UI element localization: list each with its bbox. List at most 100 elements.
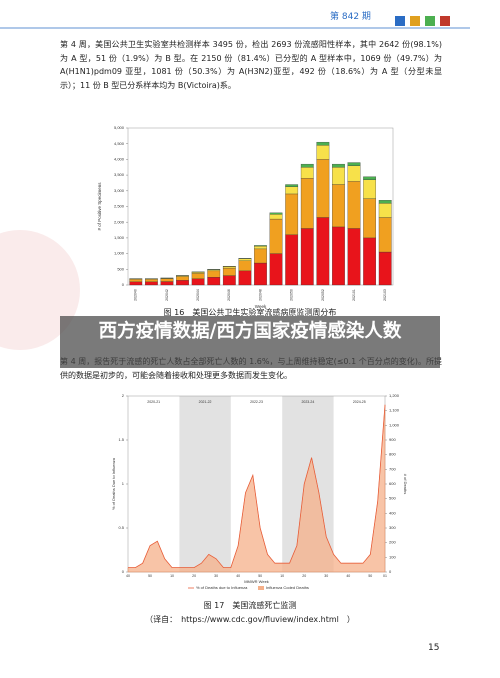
- bar-segment: [144, 281, 158, 286]
- bar-segment: [269, 218, 283, 254]
- x-tick-label: 50: [148, 574, 152, 578]
- x-tick-label: 50: [258, 574, 262, 578]
- y-tick-label: 0.5: [118, 525, 124, 530]
- bar-segment: [332, 226, 345, 286]
- bar-segment: [176, 280, 189, 286]
- y2-axis-label: # of Deaths: [403, 474, 408, 494]
- bar-segment: [176, 276, 189, 281]
- bar-segment: [207, 276, 221, 286]
- bar-segment: [160, 281, 174, 286]
- y-tick-label: 5,000: [114, 125, 125, 130]
- x-tick-label: 202044: [196, 289, 200, 301]
- bar-segment: [363, 179, 377, 199]
- y-tick-label: 1,200: [389, 393, 400, 398]
- y-tick-label: 1.5: [118, 437, 124, 442]
- bar-segment: [254, 245, 267, 250]
- bar-segment: [363, 237, 377, 286]
- y-tick-label: 0: [122, 569, 125, 574]
- decoration: [0, 230, 80, 350]
- line: [128, 404, 386, 568]
- header-icon: [395, 16, 405, 26]
- x-tick-label: 202040: [134, 289, 138, 301]
- y-tick-label: 2: [122, 393, 125, 398]
- x-tick-label: 202052: [321, 289, 325, 301]
- y-axis-label: % of Deaths Due to Influenza: [111, 457, 116, 510]
- x-tick-label: 40: [346, 574, 350, 578]
- x-tick-label: 30: [214, 574, 218, 578]
- bar-segment: [347, 165, 361, 182]
- header-icon: [440, 16, 450, 26]
- x-axis-label: MMWR Week: [244, 579, 269, 584]
- bar-segment: [285, 186, 299, 195]
- x-tick-label: 01: [383, 574, 387, 578]
- x-tick-label: 40: [126, 574, 130, 578]
- y-tick-label: 800: [389, 452, 396, 457]
- bar-segment: [238, 260, 252, 272]
- x-tick-label: 40: [236, 574, 240, 578]
- bar-segment: [207, 269, 221, 272]
- y-tick-label: 900: [389, 437, 396, 442]
- y-tick-label: 400: [389, 510, 396, 515]
- bar-segment: [222, 267, 236, 276]
- x-tick-label: 10: [170, 574, 174, 578]
- bar-segment: [378, 200, 392, 204]
- bar-segment: [254, 248, 267, 264]
- y-tick-label: 1,000: [389, 422, 400, 427]
- area: [127, 404, 386, 573]
- season-label: 2023-24: [301, 400, 314, 404]
- bar-segment: [269, 212, 283, 215]
- y-tick-label: 700: [389, 466, 396, 471]
- legend-swatch: [258, 586, 264, 590]
- y-tick-label: 600: [389, 481, 396, 486]
- source: （译自： https://www.cdc.gov/fluview/index.h…: [145, 615, 355, 624]
- season-label: 2021-22: [199, 400, 212, 404]
- bar-segment: [332, 163, 345, 168]
- y-tick-label: 100: [389, 554, 396, 559]
- paragraph: 第 4 周，美国公共卫生实验室共检测样本 3495 份，检出 2693 份流感阳…: [60, 40, 442, 90]
- y-tick-label: 2,500: [114, 204, 125, 209]
- bar-segment: [269, 214, 283, 220]
- x-tick-label: 50: [368, 574, 372, 578]
- bar-segment: [129, 279, 143, 283]
- y-tick-label: 500: [117, 266, 124, 271]
- x-tick-label: 202050: [290, 289, 294, 301]
- x-tick-label: 20: [192, 574, 196, 578]
- x-tick-label: 202046: [227, 289, 231, 301]
- season-label: 2024-25: [353, 400, 366, 404]
- issue-number: 第 842 期: [330, 12, 371, 22]
- banner-title: 西方疫情数据/西方国家疫情感染人数: [60, 316, 440, 368]
- bar-segment: [191, 278, 205, 286]
- bar-segment: [347, 228, 361, 286]
- bar-segment: [254, 262, 267, 286]
- bar-segment: [347, 181, 361, 229]
- bar-segment: [316, 145, 330, 160]
- caption: 图 16 美国公共卫生实验室流感病原监测周分布: [163, 308, 337, 317]
- y-tick-label: 300: [389, 525, 396, 530]
- x-axis-label: Week: [255, 304, 267, 309]
- bar-segment: [378, 251, 392, 286]
- bar-segment: [363, 176, 377, 180]
- legend-label: Influenza Coded Deaths: [266, 585, 309, 590]
- bar-segment: [363, 198, 377, 239]
- bar-segment: [160, 278, 174, 282]
- bar-segment: [238, 270, 252, 286]
- bar-segment: [300, 228, 314, 286]
- y-tick-label: 0: [389, 569, 392, 574]
- bar-segment: [285, 184, 299, 187]
- bar-segment: [316, 217, 330, 286]
- bar-segment: [378, 217, 392, 253]
- y-axis-label: # of Positive Specimens: [97, 182, 102, 231]
- bar-segment: [129, 281, 143, 286]
- x-tick-label: 202048: [258, 289, 262, 301]
- header-icon: [410, 16, 420, 26]
- bar-segment: [332, 167, 345, 185]
- bar-segment: [300, 163, 314, 168]
- bar-segment: [300, 167, 314, 179]
- bar-segment: [316, 141, 330, 146]
- x-tick-label: 10: [280, 574, 284, 578]
- bar-segment: [347, 162, 361, 166]
- season-label: 2022-23: [250, 400, 263, 404]
- x-tick-label: 202042: [165, 289, 169, 301]
